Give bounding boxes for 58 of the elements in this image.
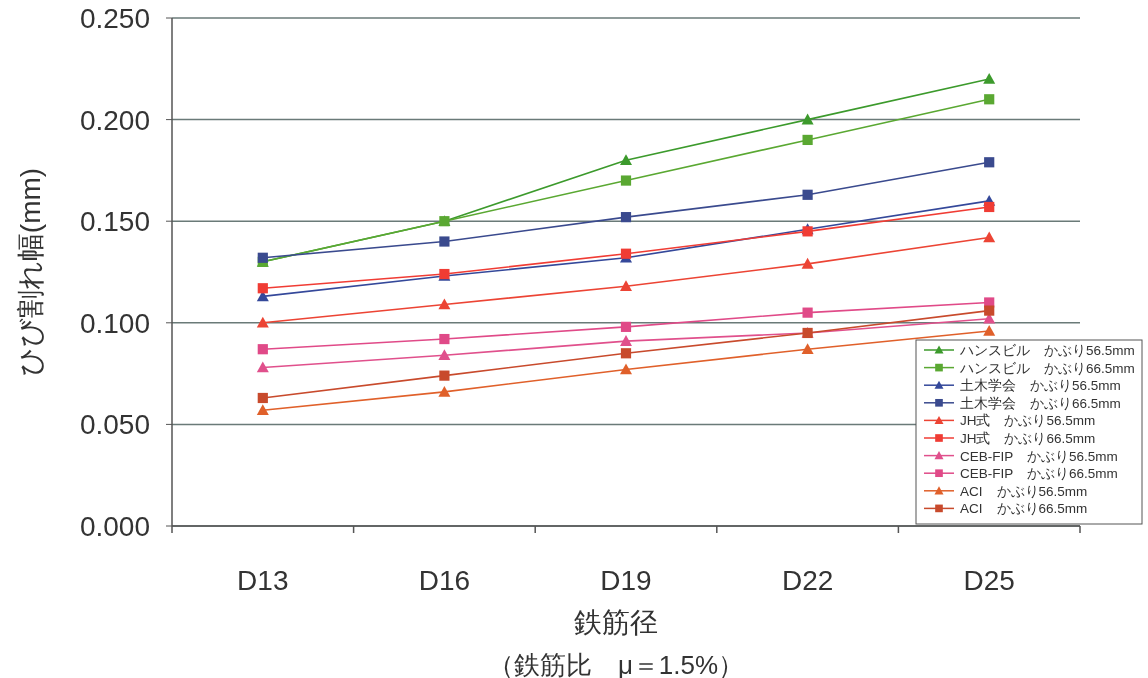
point (438, 298, 451, 310)
y-axis-title: ひび割れ幅(mm) (15, 167, 46, 377)
point (439, 236, 450, 247)
point (801, 113, 814, 125)
point (802, 189, 813, 200)
point (984, 157, 995, 168)
legend-label: ハンスビル かぶり66.5mm (959, 360, 1135, 376)
point (801, 257, 814, 269)
y-tick-label: 0.200 (79, 104, 150, 136)
x-tick-label: D19 (600, 565, 652, 596)
point (257, 392, 268, 404)
point (984, 305, 995, 316)
legend-label: ACI かぶり66.5mm (960, 501, 1088, 517)
legend-label: ACI かぶり56.5mm (960, 483, 1088, 499)
point (620, 280, 632, 292)
point (984, 201, 995, 213)
point (802, 307, 813, 318)
point (438, 349, 451, 361)
point (620, 175, 632, 186)
point (620, 248, 632, 259)
y-tick-label: 0.000 (79, 511, 150, 542)
point (256, 404, 269, 415)
point (256, 361, 269, 373)
point (439, 333, 450, 345)
point (801, 343, 814, 355)
x-axis-title: 鉄筋径 (574, 607, 658, 638)
x-tick-label: D13 (237, 565, 289, 596)
point (257, 344, 268, 355)
x-tick-label: D22 (781, 565, 834, 596)
y-tick-label: 0.050 (79, 409, 150, 441)
point (620, 363, 632, 375)
y-tick-label: 0.250 (79, 3, 150, 34)
legend-label: 土木学会 かぶり66.5mm (960, 395, 1121, 411)
point (620, 335, 632, 346)
point (802, 134, 813, 146)
y-tick-label: 0.150 (79, 206, 150, 238)
point (439, 370, 450, 381)
point (983, 72, 996, 84)
point (983, 231, 996, 243)
legend-label: 土木学会 かぶり56.5mm (960, 378, 1121, 394)
point (257, 252, 268, 263)
legend-label: JH式 かぶり66.5mm (960, 431, 1096, 446)
point (620, 154, 632, 166)
point (620, 212, 632, 223)
point (984, 94, 995, 105)
point (256, 316, 269, 328)
point (257, 283, 268, 294)
legend-label: JH式 かぶり56.5mm (960, 413, 1096, 429)
point (620, 321, 632, 332)
legend-label: CEB-FIP かぶり56.5mm (960, 448, 1118, 464)
point (983, 324, 996, 336)
point (620, 348, 632, 359)
x-tick-label: D16 (418, 565, 471, 596)
y-tick-label: 0.100 (79, 307, 150, 339)
point (438, 385, 451, 397)
x-tick-label: D25 (963, 565, 1015, 596)
legend-label: CEB-FIP かぶり66.5mm (960, 466, 1118, 482)
legend-label: ハンスビル かぶり56.5mm (959, 343, 1135, 358)
